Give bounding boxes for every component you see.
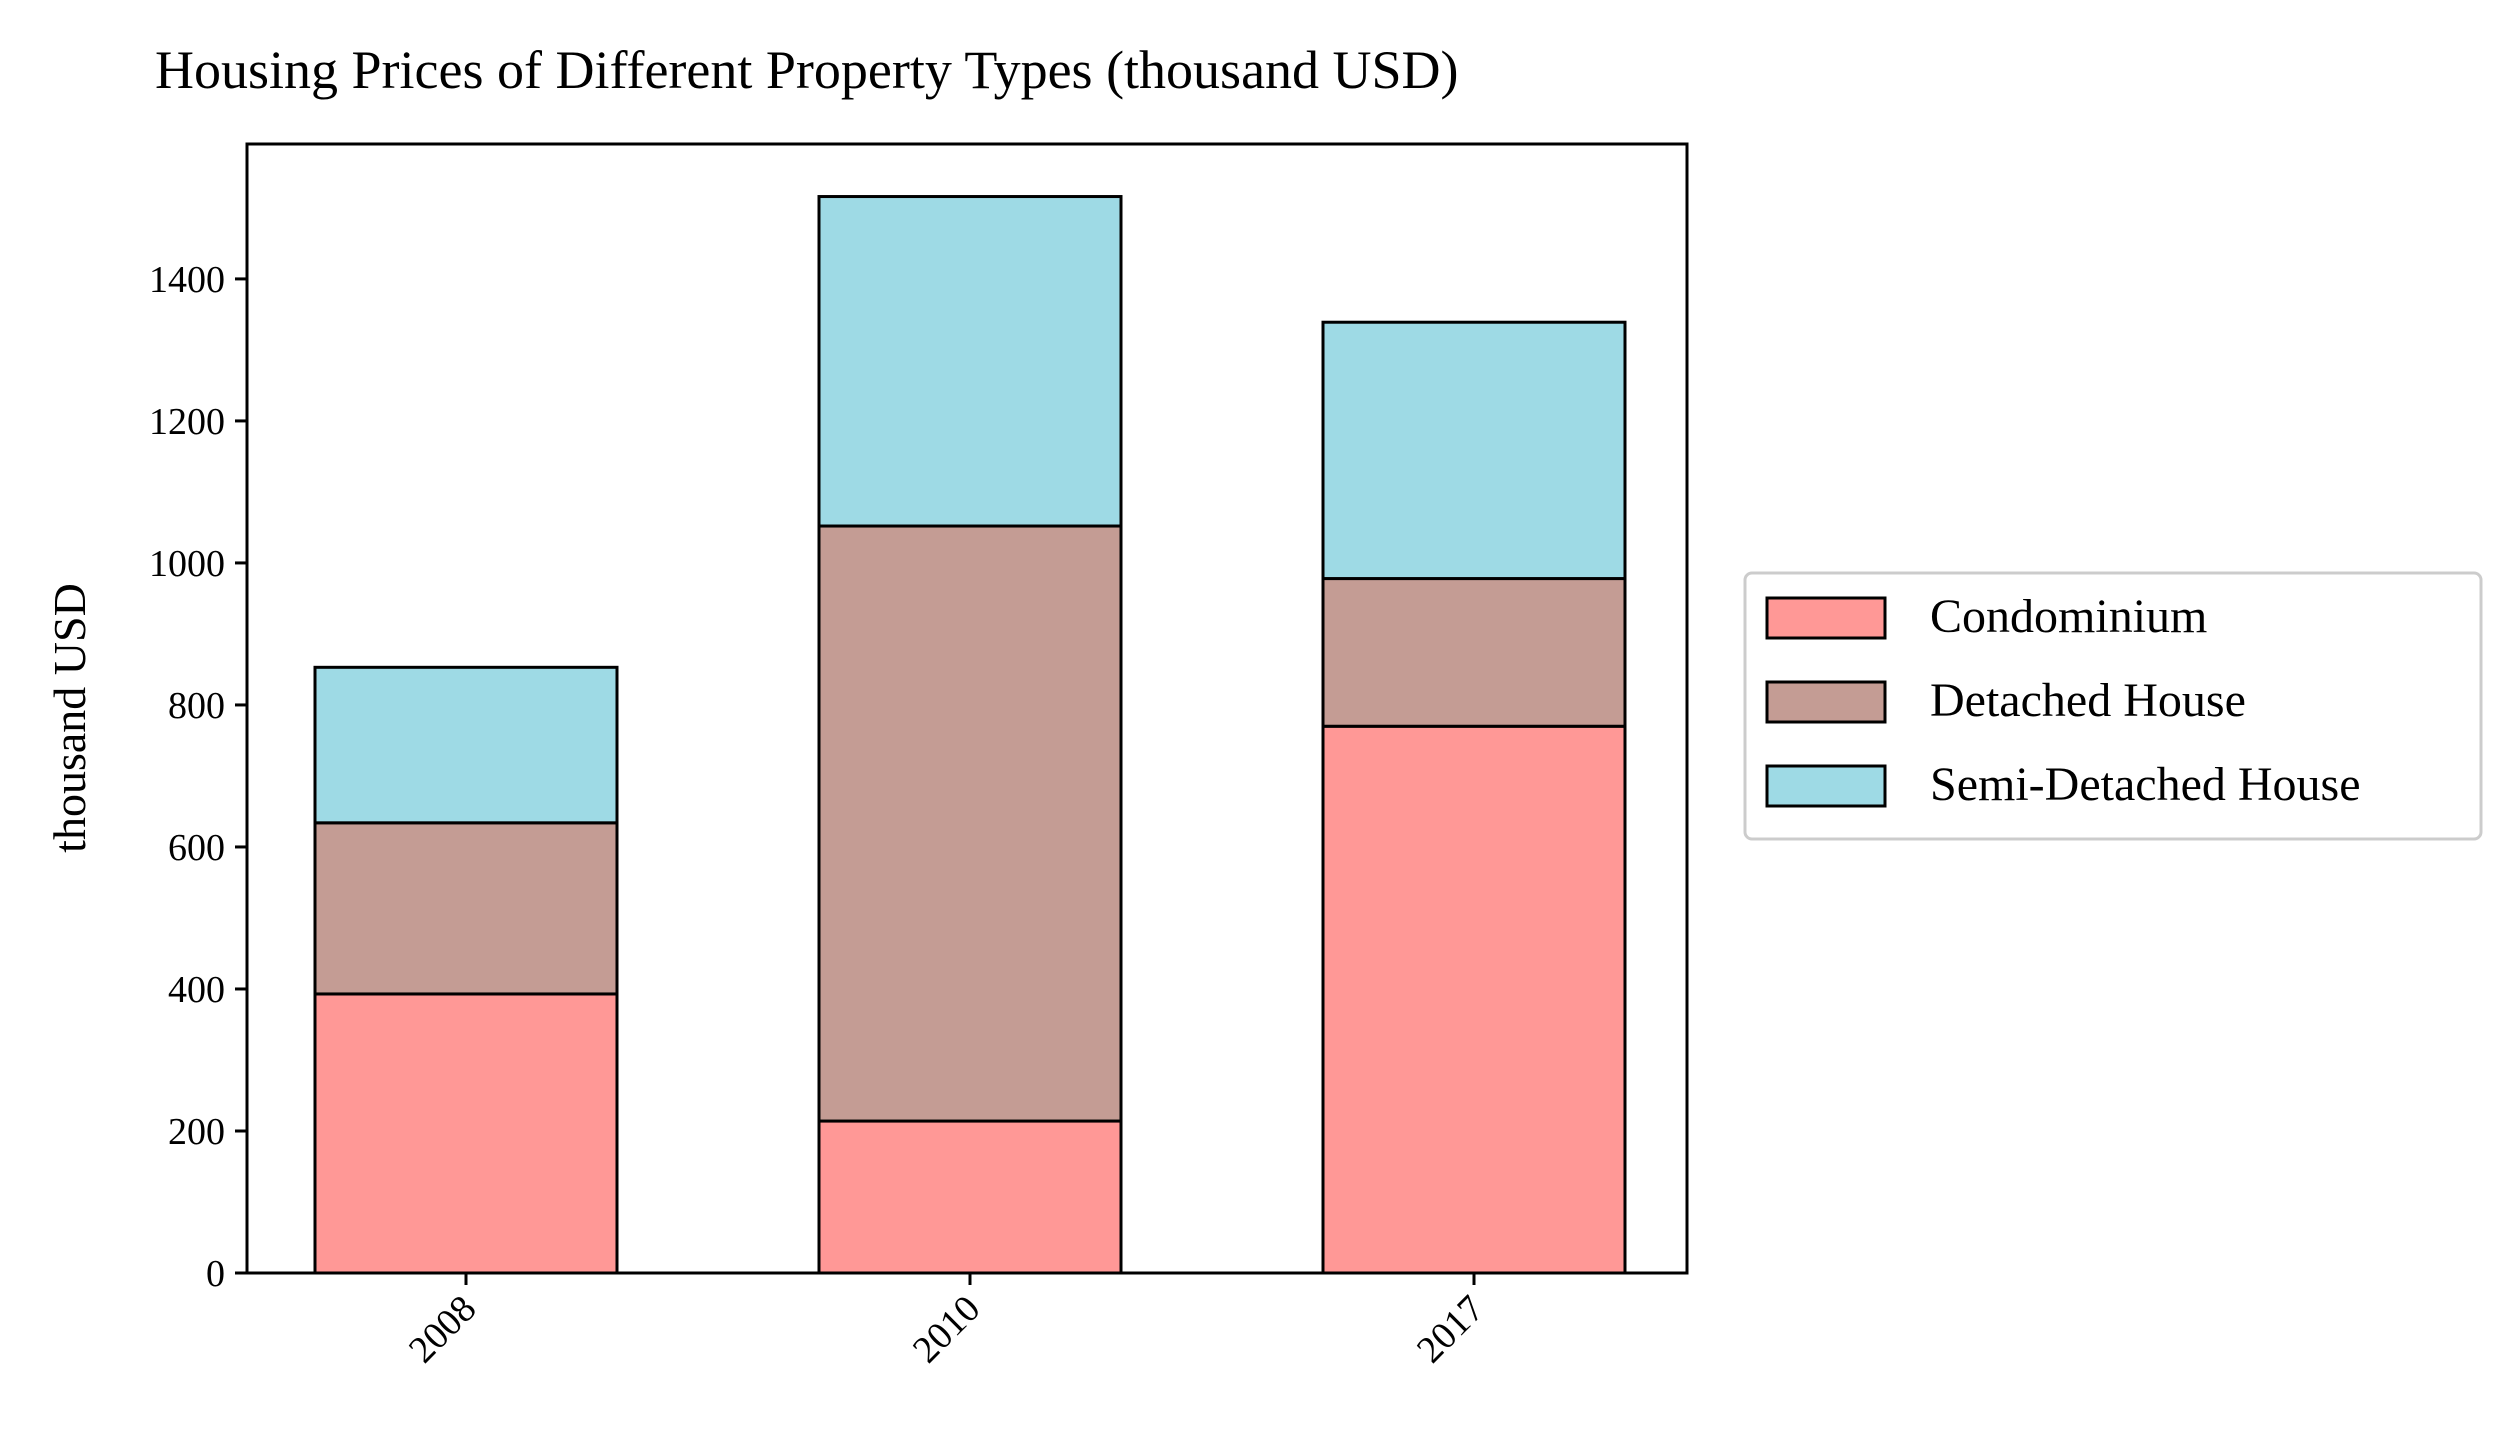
y-tick-label: 0 xyxy=(206,1253,225,1295)
bar-2017-semi-detached-house xyxy=(1321,320,1627,581)
x-tick-label: 2010 xyxy=(905,1288,988,1371)
bar-2010-semi-detached-house xyxy=(817,195,1123,528)
bar-2008-semi-detached-house xyxy=(313,665,619,825)
bar-2017-condominium xyxy=(1321,724,1627,1275)
bar-2010-detached-house xyxy=(817,524,1123,1123)
bar-2008-condominium xyxy=(313,992,619,1275)
x-tick-label: 2017 xyxy=(1409,1288,1492,1371)
legend-swatch xyxy=(1765,596,1887,640)
y-tick-label: 1200 xyxy=(149,401,225,443)
legend-swatch xyxy=(1765,764,1887,808)
legend-swatch xyxy=(1765,680,1887,724)
plot-frame xyxy=(245,142,1689,1275)
legend-box xyxy=(1743,571,2483,841)
y-tick-label: 200 xyxy=(168,1111,225,1153)
y-axis-label: thousand USD xyxy=(44,583,95,853)
x-axis: 2008 2010 2017 xyxy=(401,1273,1492,1371)
bar-2017-detached-house xyxy=(1321,577,1627,728)
legend-label: Condominium xyxy=(1930,590,2207,643)
x-tick-label: 2008 xyxy=(401,1288,484,1371)
y-tick-label: 1000 xyxy=(149,543,225,585)
legend: Condominium Detached House Semi-Detached H… xyxy=(1743,571,2483,841)
y-tick-label: 1400 xyxy=(149,259,225,301)
bar-2008-detached-house xyxy=(313,821,619,996)
chart-title: Housing Prices of Different Property Typ… xyxy=(155,40,1459,100)
y-tick-label: 400 xyxy=(168,969,225,1011)
y-tick-label: 600 xyxy=(168,827,225,869)
bars xyxy=(313,195,1627,1275)
y-tick-label: 800 xyxy=(168,685,225,727)
bar-2010-condominium xyxy=(817,1119,1123,1275)
legend-label: Detached House xyxy=(1930,674,2246,727)
y-axis: 0 200 400 600 800 1000 1200 1400 xyxy=(149,259,247,1295)
legend-label: Semi-Detached House xyxy=(1930,758,2361,811)
